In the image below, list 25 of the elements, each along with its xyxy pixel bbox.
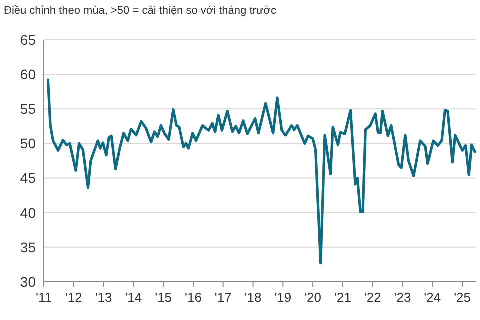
x-tick-label: '20 <box>304 290 322 305</box>
line-series <box>46 78 476 265</box>
x-tick-label: '16 <box>185 290 202 305</box>
y-tick-label: 50 <box>20 136 36 152</box>
x-tick-label: '19 <box>274 290 292 305</box>
x-tick-label: '25 <box>454 290 472 305</box>
y-tick-label: 60 <box>20 66 36 82</box>
x-tick-label: '24 <box>424 290 442 305</box>
x-tick-label: '21 <box>334 290 352 305</box>
y-tick-label: 55 <box>20 101 36 118</box>
chart-title: Điều chỉnh theo mùa, >50 = cải thiện so với tháng trước <box>4 5 277 17</box>
y-tick-label: 45 <box>20 170 36 186</box>
y-tick-label: 40 <box>20 204 36 221</box>
y-tick-label: 35 <box>20 239 36 256</box>
x-tick-label: '14 <box>125 290 142 305</box>
x-tick-label: '23 <box>394 290 412 305</box>
x-tick-label: '22 <box>364 290 382 305</box>
x-tick-label: '11 <box>36 290 52 305</box>
x-tick-label: '15 <box>155 290 172 305</box>
x-tick-label: '18 <box>244 290 262 305</box>
x-tick-label: '13 <box>95 290 112 305</box>
x-tick-label: '12 <box>65 290 82 305</box>
x-tick-label: '17 <box>214 290 232 305</box>
y-tick-label: 65 <box>20 32 36 48</box>
y-tick-label: 30 <box>20 274 36 290</box>
